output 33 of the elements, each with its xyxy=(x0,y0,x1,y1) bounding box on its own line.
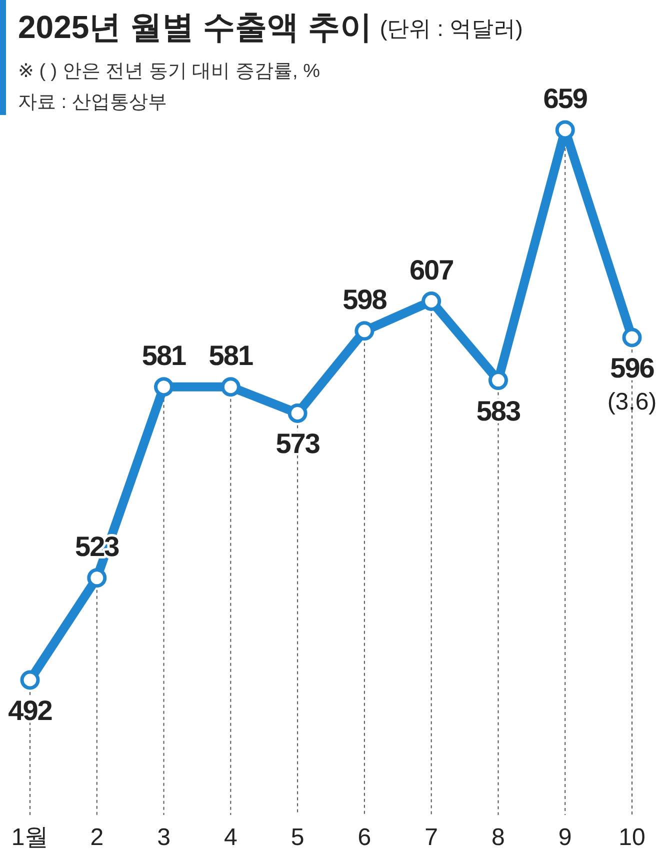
point xyxy=(622,328,642,348)
x-tick-label: 1월 xyxy=(11,824,49,851)
chart-title: 2025년 월별 수출액 추이 xyxy=(18,9,372,45)
x-tick-label: 7 xyxy=(424,824,438,851)
data-label: 659 xyxy=(543,83,588,114)
x-tick-label: 2 xyxy=(90,824,104,851)
text: ※ ( ) 안은 전년 동기 대비 증감률, % xyxy=(18,61,320,82)
data-label: 581 xyxy=(142,340,186,371)
text: 자료 : 산업통상부 xyxy=(18,92,167,113)
point xyxy=(87,568,107,588)
data-label: 583 xyxy=(476,395,521,426)
x-tick-label: 6 xyxy=(358,824,372,851)
chart-subtitle: (단위 : 억달러) xyxy=(380,16,523,41)
point xyxy=(288,403,308,423)
x-tick-label: 5 xyxy=(290,824,304,851)
data-label: 596 xyxy=(610,352,654,384)
annotation: (3.6) xyxy=(607,388,657,416)
data-label: 581 xyxy=(208,340,253,371)
point xyxy=(20,670,40,690)
point xyxy=(488,370,508,390)
point xyxy=(220,377,240,397)
data-label: 598 xyxy=(342,284,387,315)
x-tick-label: 8 xyxy=(492,824,505,851)
data-label: 607 xyxy=(409,254,454,286)
x-tick-label: 9 xyxy=(558,824,572,851)
x-tick-label: 3 xyxy=(157,824,170,851)
point xyxy=(154,377,174,397)
point xyxy=(354,321,374,341)
data-label: 573 xyxy=(276,428,320,460)
point xyxy=(422,292,442,312)
data-label: 492 xyxy=(8,695,52,726)
x-tick-label: 10 xyxy=(618,824,646,851)
x-tick-label: 4 xyxy=(224,824,238,851)
